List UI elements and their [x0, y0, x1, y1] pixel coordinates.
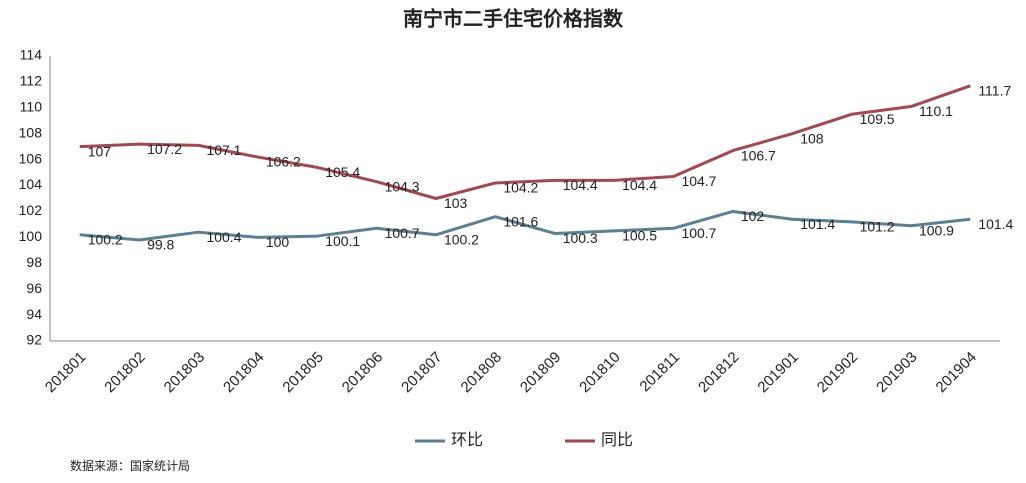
legend-label: 环比	[451, 431, 483, 449]
x-tick-label: 201804	[220, 349, 267, 396]
y-tick-label: 110	[20, 99, 43, 115]
x-tick-label: 201904	[933, 349, 980, 396]
data-label: 100.9	[919, 222, 954, 238]
data-label: 100.5	[622, 228, 657, 244]
data-label: 107.2	[147, 141, 182, 157]
x-tick-label: 201810	[576, 349, 623, 396]
data-label: 101.4	[978, 216, 1013, 232]
y-tick-label: 112	[20, 73, 43, 89]
x-tick-label: 201808	[458, 349, 505, 396]
x-tick-label: 201812	[695, 349, 742, 396]
x-tick-label: 201901	[754, 349, 801, 396]
x-tick-label: 201811	[636, 349, 683, 396]
data-label: 100.7	[681, 225, 716, 241]
data-label: 102	[741, 208, 765, 224]
data-label: 101.2	[860, 219, 895, 235]
x-tick-label: 201801	[42, 349, 89, 396]
data-label: 100.3	[563, 230, 598, 246]
y-tick-label: 92	[26, 332, 42, 348]
data-label: 106.2	[266, 154, 301, 170]
legend-label: 同比	[601, 431, 633, 449]
x-tick-label: 201806	[339, 349, 386, 396]
data-label: 107	[88, 143, 112, 159]
data-label: 104.4	[622, 177, 657, 193]
data-label: 107.1	[206, 142, 241, 158]
y-tick-label: 114	[20, 47, 43, 63]
chart-title: 南宁市二手住宅价格指数	[403, 6, 624, 30]
x-tick-label: 201803	[161, 349, 208, 396]
data-label: 108	[800, 130, 824, 146]
data-label: 105.4	[325, 164, 360, 180]
data-label: 110.1	[919, 103, 953, 119]
data-label: 100.2	[88, 231, 123, 247]
data-label: 101.6	[503, 213, 538, 229]
data-label: 100.1	[325, 233, 360, 249]
data-label: 104.3	[385, 178, 420, 194]
y-tick-label: 106	[19, 150, 43, 166]
data-label: 104.7	[681, 173, 716, 189]
line-series	[79, 209, 971, 242]
y-tick-label: 96	[26, 280, 42, 296]
data-label: 99.8	[147, 237, 174, 253]
y-tick-label: 108	[19, 124, 43, 140]
data-label: 101.4	[800, 216, 835, 232]
y-tick-label: 100	[19, 228, 43, 244]
data-label: 100.7	[385, 225, 420, 241]
data-label: 106.7	[741, 147, 776, 163]
data-label: 104.4	[563, 177, 598, 193]
data-label: 100.4	[206, 229, 241, 245]
y-tick-label: 98	[26, 254, 42, 270]
source-note: 数据来源：国家统计局	[70, 458, 190, 473]
data-label: 111.7	[978, 82, 1011, 98]
x-tick-label: 201902	[814, 349, 861, 396]
data-label: 100.2	[444, 231, 479, 247]
x-tick-label: 201807	[398, 349, 445, 396]
y-tick-label: 94	[26, 306, 42, 322]
y-tick-label: 104	[19, 176, 43, 192]
x-tick-label: 201809	[517, 349, 564, 396]
line-series	[79, 84, 971, 200]
data-label: 104.2	[503, 180, 538, 196]
x-tick-label: 201903	[873, 349, 920, 396]
data-label: 103	[444, 195, 468, 211]
data-label: 109.5	[860, 111, 895, 127]
x-tick-label: 201802	[101, 349, 148, 396]
x-tick-label: 201805	[279, 349, 326, 396]
data-label: 100	[266, 234, 290, 250]
y-tick-label: 102	[19, 202, 43, 218]
